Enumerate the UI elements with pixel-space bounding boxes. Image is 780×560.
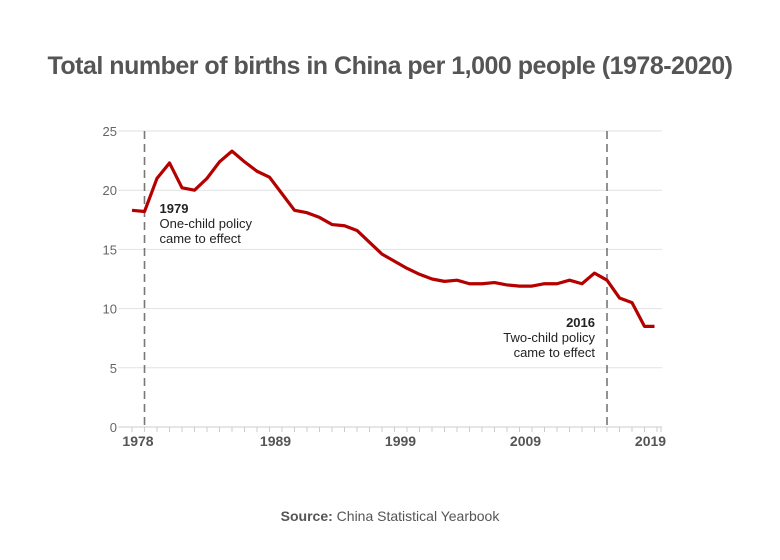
source-note: Source: China Statistical Yearbook xyxy=(0,508,780,524)
annotation-year: 1979 xyxy=(160,201,189,216)
line-chart: 0 5 10 15 20 25 1978 1989 1999 2009 2019 1979One-ch… xyxy=(103,124,667,449)
x-tick-label: 2009 xyxy=(510,433,541,449)
y-tick-label: 25 xyxy=(103,124,117,139)
annotation-text: came to effect xyxy=(514,345,596,360)
annotation-text: One-child policy xyxy=(160,216,253,231)
y-tick-label: 20 xyxy=(103,183,117,198)
x-tick-label: 1978 xyxy=(122,433,153,449)
chart-title: Total number of births in China per 1,00… xyxy=(47,52,734,80)
births-line xyxy=(131,149,655,328)
y-tick-label: 15 xyxy=(103,242,117,257)
x-tick-label: 2019 xyxy=(635,433,666,449)
source-label: Source: xyxy=(280,508,333,524)
x-tick-label: 1999 xyxy=(385,433,416,449)
y-tick-label: 5 xyxy=(110,361,117,376)
x-tick-label: 1989 xyxy=(260,433,291,449)
y-tick-label: 10 xyxy=(103,302,117,317)
annotation-text: came to effect xyxy=(160,231,242,246)
annotation-year: 2016 xyxy=(566,315,595,330)
y-tick-label: 0 xyxy=(110,420,117,435)
source-text: China Statistical Yearbook xyxy=(336,508,500,524)
annotation-text: Two-child policy xyxy=(503,330,595,345)
